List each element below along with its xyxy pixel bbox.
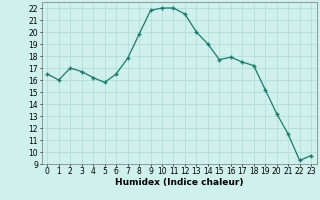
X-axis label: Humidex (Indice chaleur): Humidex (Indice chaleur) [115,178,244,187]
